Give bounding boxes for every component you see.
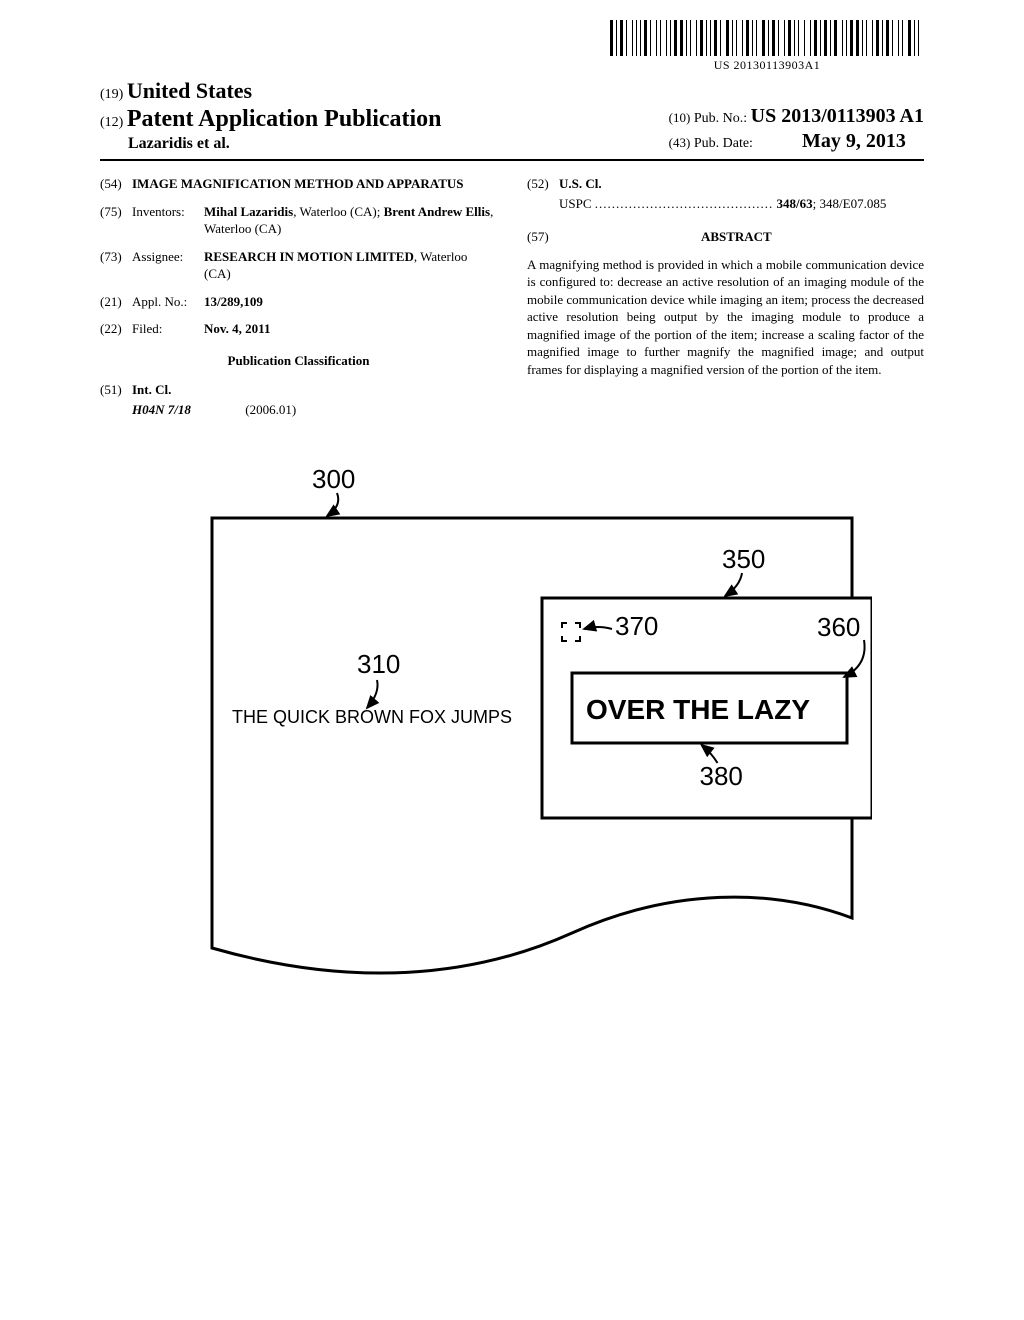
abstract-code: (57) [527,228,549,246]
field-applno: (21) Appl. No.: 13/289,109 [100,293,497,311]
header-left: (19) United States (12) Patent Applicati… [100,78,442,153]
field-uscl: (52) U.S. Cl. [527,175,924,193]
barcode-svg [610,20,924,56]
inventor-1-loc: , Waterloo (CA); [293,204,383,219]
field-assignee: (73) Assignee: RESEARCH IN MOTION LIMITE… [100,248,497,283]
authors: Lazaridis et al. [128,135,442,153]
field-intcl-value-row: H04N 7/18 (2006.01) [100,401,497,419]
pubno-line: (10) Pub. No.: US 2013/0113903 A1 [669,105,924,128]
intcl-body: H04N 7/18 (2006.01) [132,401,497,419]
uscl-code: (52) [527,175,559,193]
abstract-text: A magnifying method is provided in which… [527,256,924,379]
assignee-body: RESEARCH IN MOTION LIMITED, Waterloo (CA… [204,248,497,283]
svg-text:300: 300 [312,464,355,494]
svg-text:360: 360 [817,612,860,642]
title-code: (54) [100,175,132,193]
header-row: (19) United States (12) Patent Applicati… [100,78,924,153]
pub-class-heading: Publication Classification [100,352,497,370]
assignee-code: (73) [100,248,132,283]
pubno-label: Pub. No.: [694,111,747,126]
svg-text:370: 370 [615,611,658,641]
field-inventors: (75) Inventors: Mihal Lazaridis, Waterlo… [100,203,497,238]
country-line: (19) United States [100,78,442,104]
barcode: US 20130113903A1 [610,20,924,73]
pubno: US 2013/0113903 A1 [751,105,924,127]
abstract-section: (57) ABSTRACT A magnifying method is pro… [527,228,924,378]
right-column: (52) U.S. Cl. USPC .....................… [527,175,924,428]
filed-code: (22) [100,320,132,338]
pubdate-label: Pub. Date: [694,136,753,151]
uscl-body: USPC ...................................… [559,195,924,213]
pubdate-line: (43) Pub. Date: May 9, 2013 [669,130,924,153]
title-text: IMAGE MAGNIFICATION METHOD AND APPARATUS [132,176,464,191]
pub-type-line: (12) Patent Application Publication [100,106,442,133]
barcode-text: US 20130113903A1 [610,58,924,73]
pub-type: Patent Application Publication [127,106,442,132]
uscl-label: U.S. Cl. [559,176,602,191]
pubdate: May 9, 2013 [802,130,906,152]
intcl-value: H04N 7/18 [132,401,242,419]
figure-area: 300 THE QUICK BROWN FOX JUMPS 310 350 370 OVE… [100,458,924,988]
country-code: (19) [100,87,123,102]
inventors-code: (75) [100,203,132,238]
filed-value: Nov. 4, 2011 [204,321,270,336]
intcl-label: Int. Cl. [132,382,171,397]
svg-text:350: 350 [722,544,765,574]
svg-text:310: 310 [357,649,400,679]
filed-label: Filed: [132,320,204,338]
applno-value: 13/289,109 [204,294,263,309]
pubdate-code: (43) [669,135,691,150]
assignee-label: Assignee: [132,248,204,283]
intcl-year: (2006.01) [245,402,296,417]
left-column: (54) IMAGE MAGNIFICATION METHOD AND APPA… [100,175,497,428]
biblio-columns: (54) IMAGE MAGNIFICATION METHOD AND APPA… [100,175,924,428]
inventors-label: Inventors: [132,203,204,238]
field-filed: (22) Filed: Nov. 4, 2011 [100,320,497,338]
uscl-prefix: USPC [559,196,592,211]
inventor-2-name: Brent Andrew Ellis [384,204,490,219]
uscl-rest: ; 348/E07.085 [813,196,887,211]
uscl-dots: ........................................… [595,196,774,211]
svg-text:THE QUICK BROWN FOX JUMPS: THE QUICK BROWN FOX JUMPS [232,707,512,727]
uscl-value-row: USPC ...................................… [527,195,924,213]
separator-rule [100,159,924,161]
figure-svg: 300 THE QUICK BROWN FOX JUMPS 310 350 370 OVE… [152,458,872,988]
patent-page: US 20130113903A1 (19) United States (12)… [0,0,1024,1028]
svg-text:OVER THE LAZY: OVER THE LAZY [586,694,810,725]
field-title: (54) IMAGE MAGNIFICATION METHOD AND APPA… [100,175,497,193]
barcode-area: US 20130113903A1 [100,20,924,74]
abstract-heading-row: (57) ABSTRACT [527,228,924,246]
applno-code: (21) [100,293,132,311]
abstract-heading: ABSTRACT [701,229,772,244]
inventors-body: Mihal Lazaridis, Waterloo (CA); Brent An… [204,203,497,238]
header-right: (10) Pub. No.: US 2013/0113903 A1 (43) P… [669,105,924,153]
assignee-name: RESEARCH IN MOTION LIMITED [204,249,414,264]
inventor-1-name: Mihal Lazaridis [204,204,293,219]
uscl-main: 348/63 [777,196,813,211]
pub-code: (12) [100,115,123,130]
field-intcl: (51) Int. Cl. [100,381,497,399]
intcl-code: (51) [100,381,132,399]
svg-text:380: 380 [700,761,743,791]
country-name: United States [127,78,252,103]
applno-label: Appl. No.: [132,293,204,311]
pubno-code: (10) [669,110,691,125]
